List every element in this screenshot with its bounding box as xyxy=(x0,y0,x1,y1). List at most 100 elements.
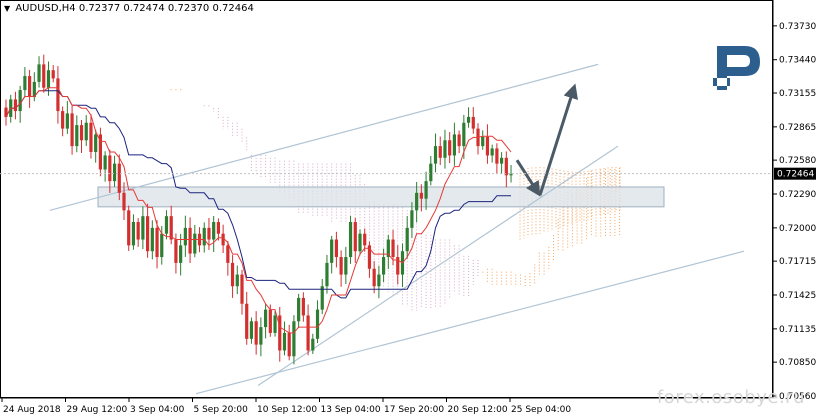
candle-body xyxy=(348,222,353,258)
current-price-box xyxy=(774,167,816,180)
candle-body xyxy=(245,303,249,339)
channel-upper-line xyxy=(49,63,599,211)
candle-body xyxy=(136,222,140,240)
candle-body xyxy=(216,222,220,234)
time-tick-label: 29 Aug 12:00 xyxy=(67,405,128,415)
time-tick-label: 3 Sep 04:00 xyxy=(130,405,185,415)
chart-header: ▼ AUDUSD,H4 0.72377 0.72474 0.72370 0.72… xyxy=(4,3,254,14)
candle-body xyxy=(188,227,192,254)
candle-body xyxy=(259,327,263,345)
candle-body xyxy=(202,227,206,246)
candle-body xyxy=(235,274,239,287)
kijun-line xyxy=(5,90,511,299)
tenkan-line xyxy=(5,87,512,334)
candle-body xyxy=(297,297,301,322)
candle-body xyxy=(28,76,32,98)
candle-body xyxy=(306,315,310,351)
candle-body xyxy=(386,239,390,258)
forecast-arrow-up xyxy=(538,83,578,196)
candle-body xyxy=(108,155,112,182)
candle-body xyxy=(164,216,169,234)
candle-body xyxy=(146,216,150,252)
time-axis: 24 Aug 2018 29 Aug 12:00 3 Sep 04:00 5 Sep … xyxy=(0,397,773,415)
candle-body xyxy=(282,332,287,351)
candle-body xyxy=(471,116,475,129)
price-tick-label: 0.73155 xyxy=(779,89,816,99)
candle-body xyxy=(429,163,433,182)
candle-body xyxy=(18,90,22,112)
candle-body xyxy=(23,76,27,91)
candle-body xyxy=(179,245,183,263)
price-tick-label: 0.70560 xyxy=(779,392,816,402)
candle-body xyxy=(131,222,136,246)
candle-body xyxy=(13,99,18,112)
candle-body xyxy=(230,262,235,287)
candle-body xyxy=(278,315,282,351)
time-tick-label: 20 Sep 12:00 xyxy=(448,405,508,415)
candle-body xyxy=(254,321,258,345)
candle-body xyxy=(391,239,395,258)
price-tick-label: 0.72290 xyxy=(779,190,816,200)
candle-body xyxy=(207,227,211,240)
candle-body xyxy=(264,309,268,328)
candle-body xyxy=(127,210,131,246)
candle-body xyxy=(339,257,343,275)
channel-lower-line xyxy=(195,250,745,395)
candle-body xyxy=(372,268,376,287)
candle-body xyxy=(75,125,79,147)
candle-body xyxy=(500,157,504,164)
candle-body xyxy=(485,136,490,156)
ohlc-close: 0.72464 xyxy=(212,3,254,14)
candle-body xyxy=(155,227,159,258)
candle-body xyxy=(367,245,372,269)
support-zone xyxy=(97,186,665,208)
candle-body xyxy=(504,157,508,176)
candle-body xyxy=(301,297,305,316)
candle-body xyxy=(212,222,216,240)
candle-body xyxy=(466,116,471,123)
price-tick-label: 0.71425 xyxy=(779,291,816,301)
candle-body xyxy=(438,146,442,158)
candle-body xyxy=(311,338,315,351)
price-tick-label: 0.70850 xyxy=(779,358,816,368)
candle-body xyxy=(452,134,456,156)
ohlc-high: 0.72474 xyxy=(123,3,165,14)
time-tick-label: 5 Sep 20:00 xyxy=(194,405,249,415)
price-tick-label: 0.73730 xyxy=(779,22,816,32)
candle-body xyxy=(98,134,102,170)
candle-body xyxy=(415,192,419,211)
candle-body xyxy=(79,125,84,141)
time-tick-label: 13 Sep 04:00 xyxy=(321,405,381,415)
candle-body xyxy=(84,122,88,141)
candle-body xyxy=(221,233,225,246)
candle-body xyxy=(273,315,277,333)
candle-body xyxy=(325,262,329,287)
candle-body xyxy=(315,309,320,339)
support-zone-rect xyxy=(97,186,665,208)
candle-body xyxy=(70,113,74,147)
candle-body xyxy=(61,111,65,129)
candle-body xyxy=(56,78,60,112)
candle-body xyxy=(4,107,8,117)
r-logo-icon xyxy=(713,46,760,90)
candle-body xyxy=(462,122,466,147)
triangle-down-icon[interactable]: ▼ xyxy=(4,4,11,13)
candle-body xyxy=(103,155,107,170)
candle-body xyxy=(410,210,414,228)
candle-body xyxy=(358,233,362,252)
candle-body xyxy=(377,274,381,287)
forecast-arrows xyxy=(515,83,578,197)
candle-body xyxy=(122,192,126,211)
candle-body xyxy=(353,222,357,252)
candle-body xyxy=(268,309,272,333)
candle-body xyxy=(424,181,428,199)
candle-body xyxy=(443,140,447,158)
watermark-text: forex.osobye.ru xyxy=(656,387,805,408)
current-price-label: 0.72464 xyxy=(777,170,814,180)
candle-body xyxy=(112,163,117,182)
trend-channel xyxy=(49,63,745,395)
candle-body xyxy=(490,148,494,156)
candle-body xyxy=(509,174,513,176)
